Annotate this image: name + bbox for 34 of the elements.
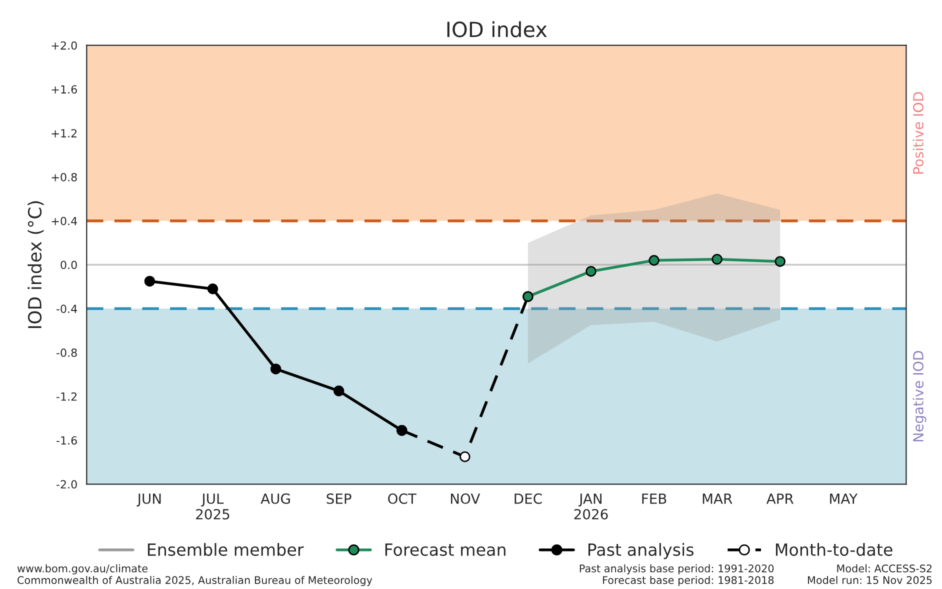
legend-label: Forecast mean [385,544,506,556]
text: www.bom.gov.au/climate Commonwealth of Australia 2025, Australian Bureau of Meteorology [17,564,372,586]
chart-title: IOD index [447,21,547,38]
x-tick-label: MAR [702,494,732,504]
x-tick-label: AUG [260,493,290,504]
y-axis-title: IOD index (°C) [28,201,44,328]
legend-label: Month-to-date [776,543,892,556]
x-tick-label: DEC [514,493,542,504]
y-tick-label: -0.8 [56,348,77,357]
x-tick-label: FEB [642,494,666,504]
band-label: Negative IOD [912,350,926,442]
y-tick-label: -1.2 [56,392,77,401]
band-label: Positive IOD [912,92,924,174]
x-tick-label: JUN [136,494,161,507]
legend-label: Past analysis [588,543,694,560]
y-tick-label: +0.4 [52,216,78,226]
x-tick-label: OCT [388,493,416,504]
y-tick-label: +2.0 [52,41,77,50]
text: Model: ACCESS-S2 Model run: 15 Nov 2025 [808,564,932,584]
y-tick-label: -1.6 [56,436,77,445]
y-tick-label: +1.6 [52,85,77,94]
y-tick-label: -0.4 [56,304,78,314]
y-tick-label: +1.2 [52,129,77,138]
text: Past analysis base period: 1991-2020 Forecast base period: 1981-2018 [580,564,774,586]
x-tick-label: JUL 2025 [196,494,230,520]
x-tick-label: JAN 2026 [574,494,608,520]
y-tick-label: 0.0 [60,260,77,270]
y-tick-label: +0.8 [52,172,77,182]
x-tick-label: SEP [326,493,352,504]
x-tick-label: MAY [830,494,858,504]
y-tick-label: -2.0 [56,480,77,489]
legend-label: Ensemble member [148,543,304,556]
x-tick-label: NOV [450,493,480,504]
x-tick-label: APR [766,494,794,504]
